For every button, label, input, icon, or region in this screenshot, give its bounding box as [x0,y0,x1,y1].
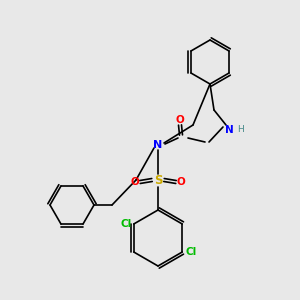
Text: Cl: Cl [186,247,197,257]
Text: H: H [237,125,243,134]
Text: S: S [154,173,162,187]
Text: N: N [153,140,163,150]
Text: O: O [177,177,185,187]
Text: O: O [176,115,184,125]
Text: Cl: Cl [120,219,131,229]
Text: N: N [225,125,233,135]
Text: O: O [130,177,140,187]
